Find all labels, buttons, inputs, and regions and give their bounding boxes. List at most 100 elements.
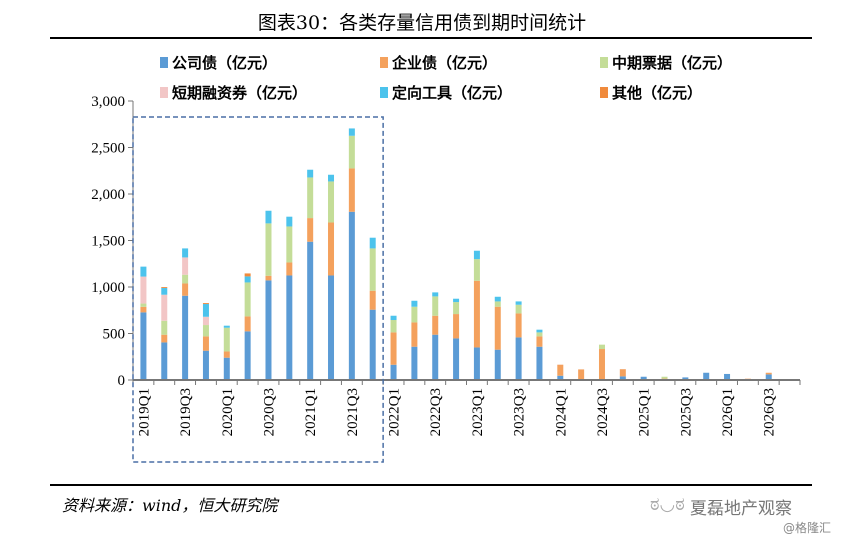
x-tick-label: 2023Q3 — [512, 388, 528, 436]
bar-segment-2024Q4-s0 — [619, 376, 626, 380]
bar-segment-2022Q3-s1 — [432, 315, 439, 335]
source-note: 资料来源：wind，恒大研究院 — [62, 496, 278, 515]
bar-segment-2020Q2-s2 — [244, 282, 251, 317]
title-divider — [50, 37, 812, 39]
legend-label: 定向工具（亿元） — [392, 84, 512, 102]
bar-segment-2021Q1-s0 — [307, 241, 314, 380]
bar-segment-2020Q4-s2 — [286, 226, 293, 263]
bar-segment-2024Q4-s5 — [619, 369, 626, 370]
bar-segment-2026Q3-s1 — [765, 372, 772, 375]
x-tick-label: 2024Q3 — [595, 388, 611, 436]
x-tick-label: 2024Q1 — [553, 388, 569, 436]
bar-segment-2020Q2-s0 — [244, 331, 251, 380]
bar-segment-2019Q1-s3 — [140, 276, 147, 304]
bar-segment-2021Q3-s1 — [348, 168, 355, 212]
bar-segment-2019Q4-s1 — [202, 336, 209, 351]
bar-segment-2021Q1-s2 — [307, 177, 314, 219]
bar-segment-2022Q2-s0 — [411, 346, 418, 380]
bar-segment-2021Q4-s4 — [369, 237, 376, 249]
x-tick-label: 2019Q1 — [136, 388, 152, 436]
bar-segment-2024Q1-s0 — [557, 375, 564, 380]
legend-swatch — [380, 87, 388, 98]
bar-segment-2021Q2-s4 — [328, 174, 335, 182]
y-tick-label: 3,000 — [91, 94, 125, 110]
bar-segment-2021Q4-s2 — [369, 248, 376, 291]
bar-segment-2024Q1-s1 — [557, 365, 564, 376]
legend-label: 其他（亿元） — [612, 84, 702, 102]
watermark: @格隆汇 — [783, 521, 832, 535]
bar-segment-2024Q3-s1 — [598, 349, 605, 380]
bar-segment-2021Q3-s0 — [348, 211, 355, 380]
bar-segment-2023Q4-s1 — [536, 336, 543, 347]
bar-segment-2023Q4-s4 — [536, 329, 543, 333]
legend-label: 短期融资券（亿元） — [172, 84, 307, 102]
bar-segment-2024Q2-s1 — [578, 369, 585, 380]
highlight-box — [132, 116, 384, 463]
legend-swatch — [380, 57, 388, 68]
legend-swatch — [160, 57, 168, 68]
bar-segment-2024Q1-s5 — [557, 364, 564, 366]
bar-segment-2022Q3-s4 — [432, 292, 439, 297]
x-tick-label: 2025Q3 — [678, 388, 694, 436]
bar-segment-2019Q4-s0 — [202, 350, 209, 380]
bar-segment-2022Q4-s1 — [453, 314, 460, 339]
bar-segment-2022Q1-s1 — [390, 332, 397, 365]
bar-segment-2022Q1-s0 — [390, 364, 397, 380]
bar-segment-2024Q4-s1 — [619, 369, 626, 377]
bar-segment-2022Q4-s2 — [453, 302, 460, 315]
bar-segment-2019Q3-s3 — [182, 257, 189, 275]
bar-segment-2019Q3-s2 — [182, 274, 189, 284]
bar-segment-2019Q1-s4 — [140, 266, 147, 277]
bar-segment-2020Q3-s1 — [265, 275, 272, 281]
bar-segment-2023Q1-s0 — [473, 347, 480, 380]
bar-segment-2019Q4-s2 — [202, 325, 209, 337]
bar-segment-2021Q2-s2 — [328, 181, 335, 223]
bar-segment-2023Q3-s4 — [515, 301, 522, 305]
bar-segment-2020Q2-s4 — [244, 276, 251, 283]
x-tick-label: 2020Q3 — [261, 388, 277, 436]
y-tick-label: 500 — [103, 327, 126, 343]
bar-segment-2022Q4-s4 — [453, 298, 460, 303]
legend-swatch — [600, 87, 608, 98]
bar-segment-2026Q1-s0 — [724, 373, 731, 380]
bar-segment-2019Q3-s0 — [182, 295, 189, 380]
y-tick-label: 2,500 — [91, 141, 125, 157]
bar-segment-2019Q3-s1 — [182, 283, 189, 296]
bar-segment-2025Q3-s0 — [682, 377, 689, 380]
bar-segment-2022Q4-s0 — [453, 338, 460, 380]
x-tick-label: 2021Q3 — [345, 388, 361, 436]
bar-segment-2019Q2-s1 — [161, 334, 168, 343]
bar-segment-2023Q3-s1 — [515, 313, 522, 338]
bar-segment-2021Q3-s4 — [348, 128, 355, 136]
bar-segment-2021Q3-s2 — [348, 135, 355, 169]
bar-segment-2020Q2-s5 — [244, 273, 251, 277]
bar-segment-2023Q2-s4 — [494, 296, 501, 302]
bar-segment-2021Q2-s1 — [328, 222, 335, 276]
bar-segment-2019Q1-s1 — [140, 306, 147, 313]
wechat-icon: ಠ◡ಠ — [650, 494, 685, 515]
bar-segment-2023Q4-s0 — [536, 346, 543, 380]
bar-segment-2022Q3-s0 — [432, 334, 439, 380]
bar-segment-2019Q1-s0 — [140, 312, 147, 380]
bar-segment-2019Q4-s5 — [202, 303, 209, 305]
bar-segment-2023Q1-s4 — [473, 250, 480, 260]
bar-segment-2021Q1-s4 — [307, 169, 314, 178]
bar-segment-2019Q2-s3 — [161, 294, 168, 321]
bar-segment-2020Q1-s4 — [223, 325, 230, 328]
bar-segment-2021Q4-s1 — [369, 290, 376, 310]
legend-label: 企业债（亿元） — [391, 54, 497, 72]
bar-segment-2021Q4-s0 — [369, 309, 376, 380]
bar-segment-2022Q1-s4 — [390, 315, 397, 321]
bar-segment-2022Q2-s4 — [411, 300, 418, 307]
bar-segment-2019Q2-s5 — [161, 287, 168, 289]
legend-swatch — [600, 57, 608, 68]
bar-segment-2020Q4-s4 — [286, 216, 293, 227]
bar-segment-2019Q1-s2 — [140, 303, 147, 307]
bar-segment-2020Q1-s1 — [223, 351, 230, 358]
bar-segment-2025Q2-s2 — [661, 376, 668, 379]
bar-segment-2022Q1-s2 — [390, 320, 397, 333]
x-tick-label: 2019Q3 — [178, 388, 194, 436]
y-tick-label: 2,000 — [91, 187, 125, 203]
bar-segment-2022Q2-s1 — [411, 322, 418, 347]
